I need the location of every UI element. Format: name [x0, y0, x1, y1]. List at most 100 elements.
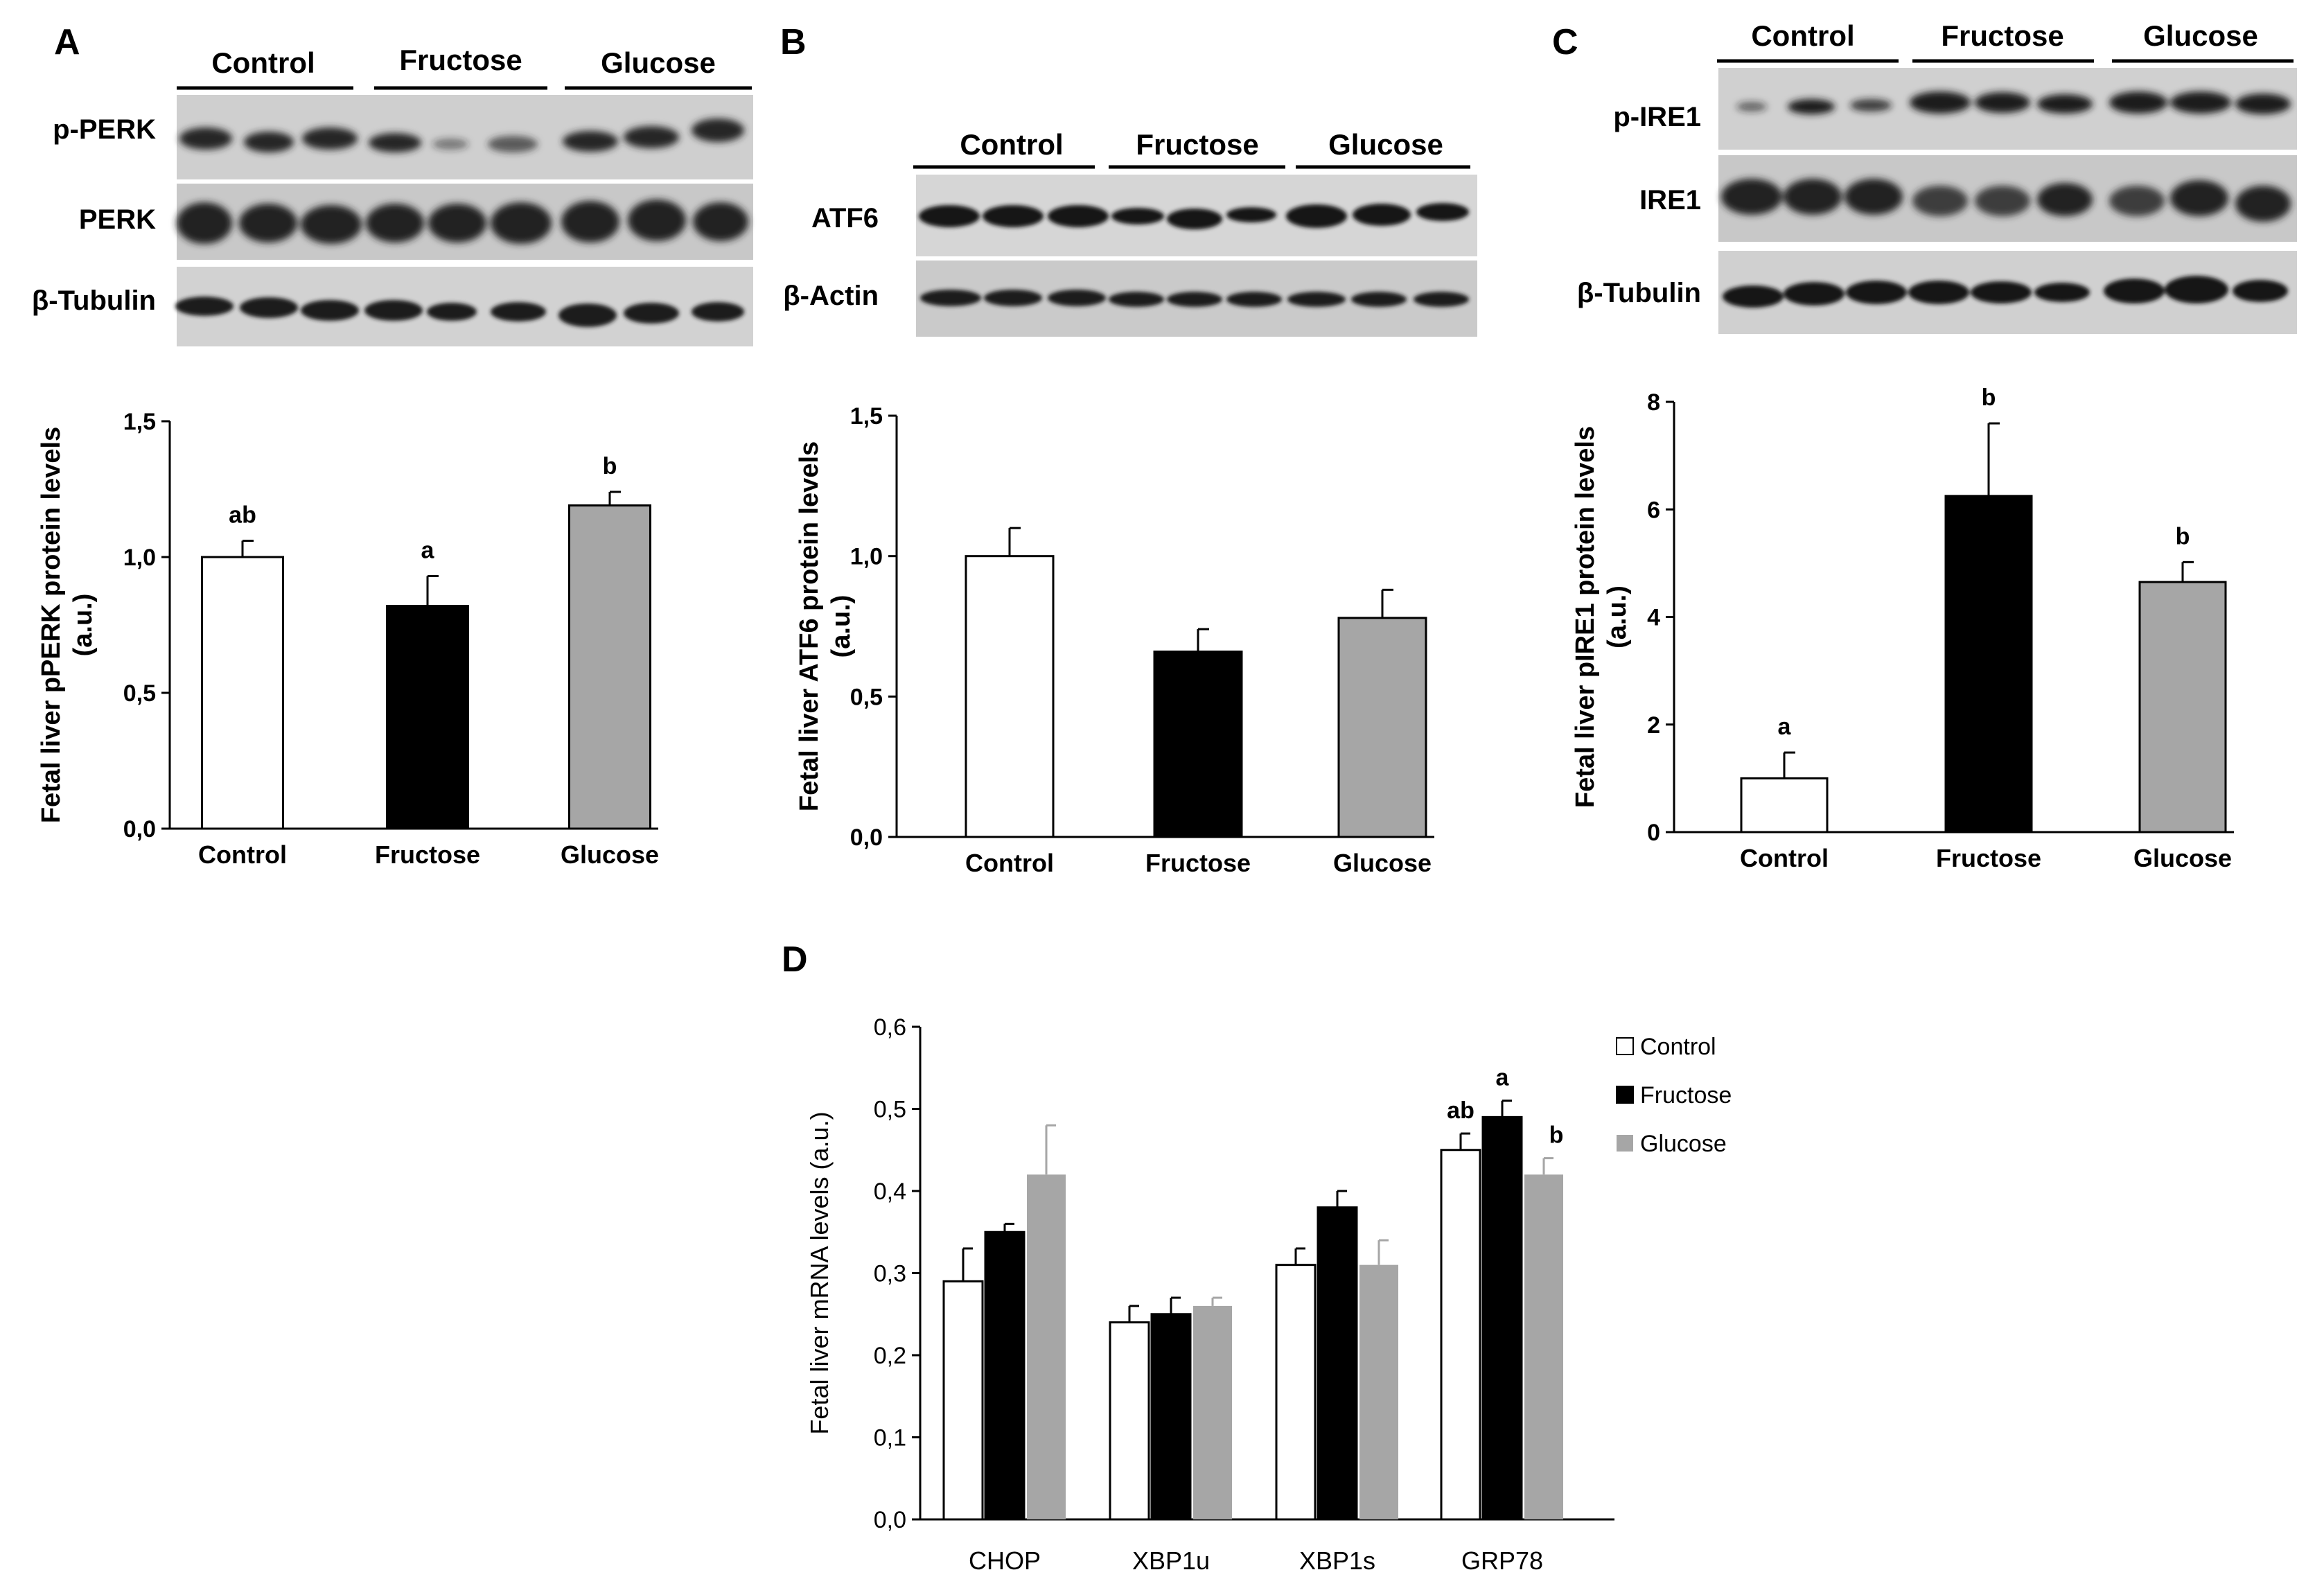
y-tick-label: 0,0: [850, 824, 883, 851]
y-axis-label: Fetal liver ATF6 protein levels: [795, 441, 824, 811]
bands-atf6: [919, 203, 1469, 229]
blot-label-perk: PERK: [79, 204, 156, 235]
x-tick-label: Fructose: [1145, 849, 1251, 877]
y-tick-label: 1,5: [850, 403, 883, 430]
blot-band: [432, 139, 468, 150]
blot-band: [240, 297, 298, 318]
bar: [1481, 1115, 1523, 1521]
bands-tubulin-a: [175, 297, 744, 327]
y-tick-label: 1,0: [850, 544, 883, 570]
blot-band: [2165, 276, 2228, 303]
blot-band: [369, 133, 421, 152]
blot-band: [2037, 183, 2093, 216]
y-tick-label: 0,2: [874, 1343, 906, 1369]
group-label-control: Control: [211, 46, 315, 79]
x-tick-label: Control: [965, 849, 1054, 877]
blot-band: [2233, 280, 2288, 302]
significance-label: a: [421, 537, 435, 563]
blot-band: [1975, 186, 2030, 216]
blot-band: [1226, 207, 1276, 222]
blot-band: [1736, 102, 1767, 112]
bar: [1150, 1313, 1192, 1521]
blot-band: [692, 118, 744, 142]
chart-b: 0,0 0,5 1,0 1,5 Control Fructose Glucose Fetal …: [795, 403, 1434, 877]
legend-swatch: [1616, 1086, 1634, 1104]
blot-band: [2034, 283, 2090, 302]
bands-actin: [920, 290, 1469, 307]
legend-swatch: [1616, 1037, 1634, 1055]
group-label-glucose: Glucose: [601, 46, 716, 79]
bar: [984, 1230, 1025, 1521]
y-tick-label: 6: [1647, 497, 1660, 523]
x-tick-label: XBP1u: [1132, 1546, 1210, 1575]
blot-band: [1912, 186, 1968, 216]
blot-band: [179, 127, 232, 150]
blot-band: [1416, 203, 1469, 221]
bar: [1440, 1149, 1481, 1521]
y-tick-label: 0,0: [123, 816, 156, 842]
x-tick-label: Glucose: [1333, 849, 1432, 877]
chart-d: 0,0 0,1 0,2 0,3 0,4 0,5 0,6 CHOP XBP1u XBP1s GRP78…: [805, 1014, 1732, 1575]
blot-band: [1226, 292, 1282, 307]
y-tick-label: 0,5: [123, 680, 156, 707]
blot-panel-c: Control Fructose Glucose p-IRE1 IRE1 β-T…: [1577, 19, 2297, 334]
y-tick-label: 0,5: [850, 684, 883, 710]
y-axis-label-unit: (a.u.): [69, 594, 98, 657]
bar: [1524, 1174, 1563, 1519]
blot-band: [1788, 99, 1835, 114]
group-label-fructose: Fructose: [399, 44, 522, 76]
group-label-fructose: Fructose: [1136, 128, 1258, 161]
group-label-glucose: Glucose: [2143, 19, 2258, 52]
blot-band: [624, 303, 679, 324]
bar: [1027, 1174, 1066, 1519]
blot-band: [1721, 179, 1782, 215]
bar: [1153, 650, 1243, 838]
blot-band: [177, 202, 232, 244]
blot-band: [1975, 92, 2030, 113]
blot-band: [984, 290, 1042, 306]
blot-band: [920, 290, 981, 306]
blot-band: [1048, 205, 1109, 227]
blot-band: [2037, 94, 2093, 114]
bar: [1109, 1321, 1150, 1521]
blot-band: [628, 200, 686, 241]
y-tick-label: 0,3: [874, 1261, 906, 1287]
bar: [1275, 1264, 1317, 1521]
blot-band: [491, 202, 552, 244]
bar: [2138, 581, 2227, 833]
blot-band: [488, 136, 538, 152]
blot-label-p-perk: p-PERK: [53, 114, 156, 145]
bands-p-ire1: [1736, 91, 2291, 114]
significance-label: ab: [229, 502, 256, 528]
blot-band: [1784, 282, 1845, 306]
significance-label: a: [1496, 1065, 1510, 1091]
blot-label-b-tubulin: β-Tubulin: [1577, 278, 1701, 308]
blot-band: [2109, 186, 2165, 216]
blot-band: [983, 205, 1044, 227]
y-tick-label: 1,5: [123, 409, 156, 435]
blot-band: [1353, 204, 1411, 226]
x-tick-label: Control: [198, 840, 287, 869]
blot-band: [364, 300, 423, 321]
blot-band: [2109, 91, 2167, 114]
significance-label: b: [2176, 523, 2190, 549]
blot-band: [1111, 208, 1164, 224]
panel-letter-d: D: [782, 939, 808, 980]
bar: [1359, 1264, 1398, 1519]
blot-band: [563, 131, 618, 152]
blot-label-p-ire1: p-IRE1: [1613, 102, 1701, 132]
significance-label: b: [1982, 385, 1996, 411]
bar: [965, 555, 1055, 838]
panel-letter-b: B: [780, 22, 807, 62]
legend-label: Control: [1640, 1034, 1716, 1060]
x-tick-label: Control: [1740, 844, 1829, 872]
blot-band: [1048, 290, 1106, 306]
blot-band: [2170, 180, 2228, 216]
group-label-glucose: Glucose: [1328, 128, 1443, 161]
x-tick-label: CHOP: [969, 1546, 1041, 1575]
blot-band: [692, 302, 744, 321]
bands-ire1: [1721, 179, 2291, 222]
legend-label: Glucose: [1640, 1131, 1727, 1157]
bar: [1740, 777, 1829, 833]
blot-band: [1287, 292, 1346, 307]
